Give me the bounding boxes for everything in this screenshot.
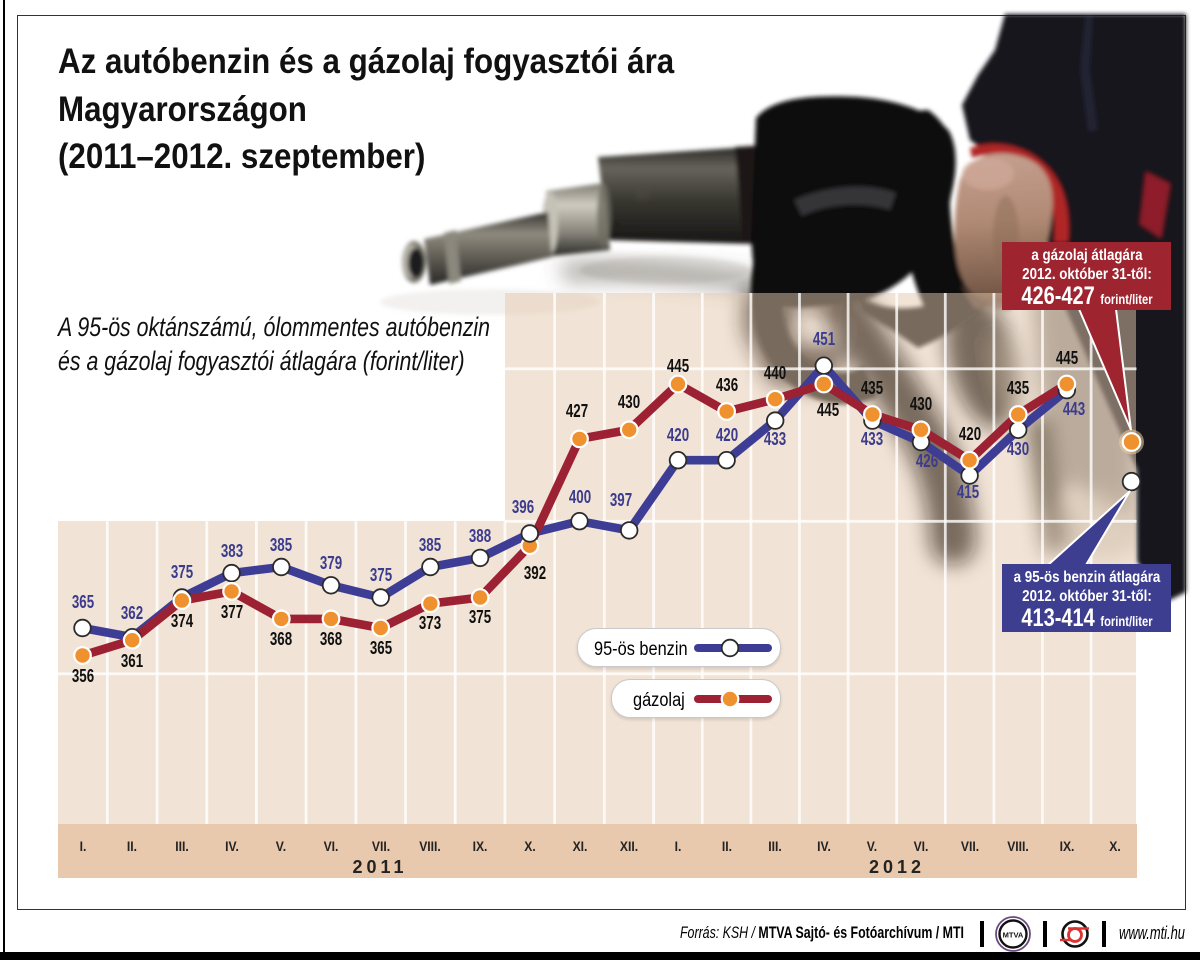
svg-text:MTVA: MTVA: [1003, 931, 1024, 940]
svg-text:92: 92: [635, 185, 652, 202]
